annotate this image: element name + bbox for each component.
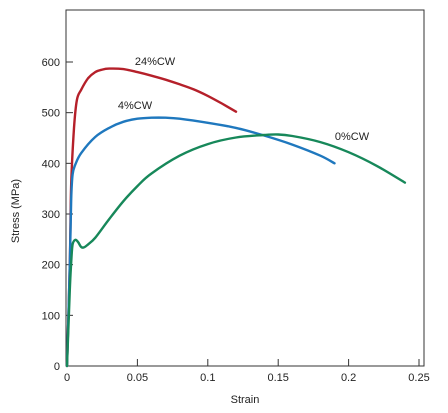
y-tick-label: 300: [42, 209, 60, 221]
x-tick-label: 0.25: [408, 372, 429, 384]
x-tick-label: 0.15: [267, 372, 288, 384]
axis-ticks: 0 100 200 300 400 500 600 0 0.05 0.1 0.15 0.2 0.25: [42, 57, 430, 384]
series-labels: 24%CW 4%CW 0%CW: [118, 56, 370, 143]
x-tick-label: 0.05: [127, 372, 148, 384]
y-tick-label: 400: [42, 158, 60, 170]
series-label-24cw: 24%CW: [135, 56, 176, 68]
y-tick-label: 0: [54, 361, 60, 373]
series-label-0cw: 0%CW: [335, 131, 370, 143]
plot-frame: [65, 9, 425, 367]
y-tick-label: 100: [42, 310, 60, 322]
x-tick-label: 0: [64, 372, 70, 384]
y-tick-label: 200: [42, 260, 60, 272]
y-axis-title: Stress (MPa): [10, 179, 22, 243]
x-tick-label: 0.2: [341, 372, 356, 384]
y-tick-label: 600: [42, 57, 60, 69]
series-24cw-line: [65, 67, 238, 368]
y-tick-label: 500: [42, 108, 60, 120]
x-tick-label: 0.1: [200, 372, 215, 384]
x-axis-title: Strain: [231, 394, 260, 406]
series-label-4cw: 4%CW: [118, 100, 153, 112]
series-0cw-line: [65, 133, 407, 368]
series-curves: [65, 67, 407, 368]
series-4cw-line: [65, 116, 336, 368]
